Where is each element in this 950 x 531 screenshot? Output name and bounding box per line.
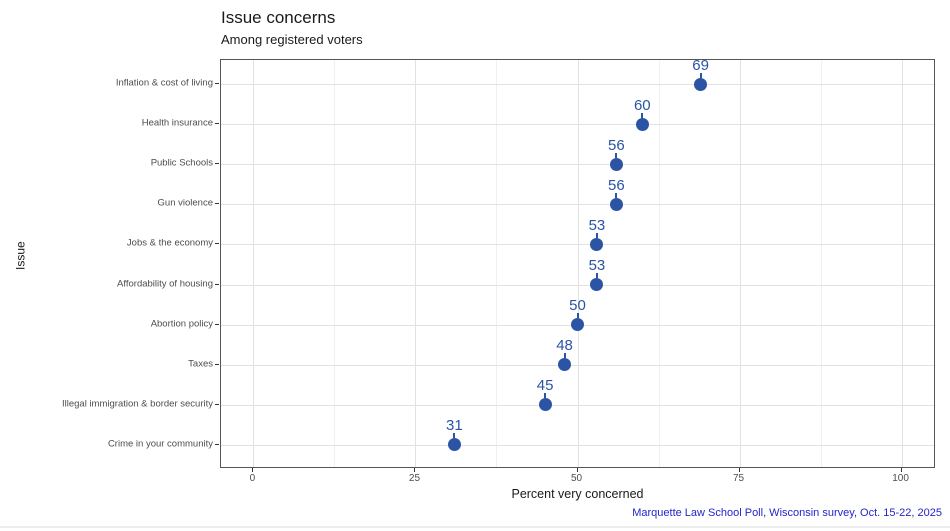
x-axis-tick <box>901 468 902 472</box>
gridline-major-horizontal <box>221 365 934 366</box>
label-leader-line <box>576 313 579 319</box>
data-point <box>635 117 649 131</box>
y-axis-category-label: Abortion policy <box>150 318 213 330</box>
chart-title: Issue concerns <box>221 8 336 27</box>
y-axis-tick <box>215 444 219 445</box>
window-bottom-edge <box>0 526 950 528</box>
x-axis-tick-label: 100 <box>892 473 909 484</box>
data-point-value: 56 <box>608 176 625 194</box>
y-axis-title: Issue <box>13 241 28 270</box>
y-axis-category-label: Public Schools <box>150 157 213 169</box>
label-leader-line <box>699 72 702 78</box>
data-point-value: 60 <box>633 96 651 114</box>
y-axis-category-label: Inflation & cost of living <box>115 77 213 89</box>
data-point-value: 56 <box>608 136 625 154</box>
y-axis-tick <box>215 83 219 84</box>
x-axis-tick <box>739 468 740 472</box>
data-point <box>590 278 604 292</box>
gridline-major-horizontal <box>221 405 934 406</box>
data-point <box>571 318 584 332</box>
data-point <box>609 157 623 171</box>
gridline-major-horizontal <box>221 445 934 446</box>
label-leader-line <box>615 192 618 198</box>
data-point-value: 48 <box>556 337 573 355</box>
y-axis-tick <box>215 324 219 325</box>
x-axis-tick-label: 50 <box>570 473 583 484</box>
x-axis-tick-label: 0 <box>249 473 256 484</box>
y-axis-category-label: Affordability of housing <box>117 278 213 290</box>
label-leader-line <box>641 112 644 118</box>
label-leader-line <box>544 393 547 399</box>
gridline-major-vertical <box>901 60 903 467</box>
y-axis-tick <box>215 243 219 244</box>
gridline-minor-vertical <box>496 60 498 467</box>
y-axis-tick <box>215 404 219 405</box>
y-axis-tick <box>215 163 219 164</box>
gridline-minor-vertical <box>334 60 336 467</box>
y-axis-tick <box>215 203 219 204</box>
label-leader-line <box>595 232 598 238</box>
x-axis-title: Percent very concerned <box>511 487 644 501</box>
x-axis-tick <box>252 468 253 472</box>
gridline-major-horizontal <box>221 204 934 205</box>
x-axis-tick <box>414 468 415 472</box>
data-point <box>609 197 623 211</box>
y-axis-category-label: Illegal immigration & border security <box>61 398 213 410</box>
gridline-major-horizontal <box>221 164 934 165</box>
y-axis-category-label: Crime in your community <box>107 438 213 450</box>
data-point <box>538 398 552 412</box>
data-point-value: 45 <box>536 377 554 395</box>
y-axis-tick <box>215 284 219 285</box>
data-point-value: 53 <box>588 257 606 275</box>
gridline-major-horizontal <box>221 244 934 245</box>
y-axis-category-label: Taxes <box>188 358 213 370</box>
data-point <box>590 237 604 251</box>
y-axis-category-label: Health insurance <box>141 117 213 129</box>
plot-panel: 69 60 56 56 53 53 50 48 45 31 <box>220 56 935 468</box>
y-axis-category-label: Jobs & the economy <box>126 237 213 249</box>
x-axis-tick-label: 25 <box>408 473 421 484</box>
gridline-major-vertical <box>415 60 417 467</box>
label-leader-line <box>595 273 598 279</box>
label-leader-line <box>615 152 618 158</box>
chart-caption: Marquette Law School Poll, Wisconsin sur… <box>632 507 942 519</box>
y-axis-category-label: Gun violence <box>157 197 213 209</box>
data-point <box>447 438 461 452</box>
data-point-value: 69 <box>692 56 709 74</box>
data-point <box>694 77 708 91</box>
data-point-value: 50 <box>569 297 586 315</box>
gridline-major-vertical <box>739 60 741 467</box>
x-axis-tick-label: 75 <box>732 473 745 484</box>
label-leader-line <box>453 433 456 439</box>
gridline-minor-vertical <box>820 60 822 467</box>
gridline-minor-vertical <box>658 60 660 467</box>
gridline-major-horizontal <box>221 285 934 286</box>
label-leader-line <box>563 353 566 359</box>
gridline-major-vertical <box>253 60 255 467</box>
gridline-major-horizontal <box>221 84 934 85</box>
y-axis-tick <box>215 123 219 124</box>
data-point-value: 53 <box>588 216 606 234</box>
gridline-major-vertical <box>577 60 579 467</box>
y-axis-tick <box>215 364 219 365</box>
data-point <box>558 358 572 372</box>
x-axis-tick <box>577 468 578 472</box>
chart-subtitle: Among registered voters <box>221 32 363 47</box>
data-point-value: 31 <box>446 417 463 435</box>
gridline-major-horizontal <box>221 124 934 125</box>
